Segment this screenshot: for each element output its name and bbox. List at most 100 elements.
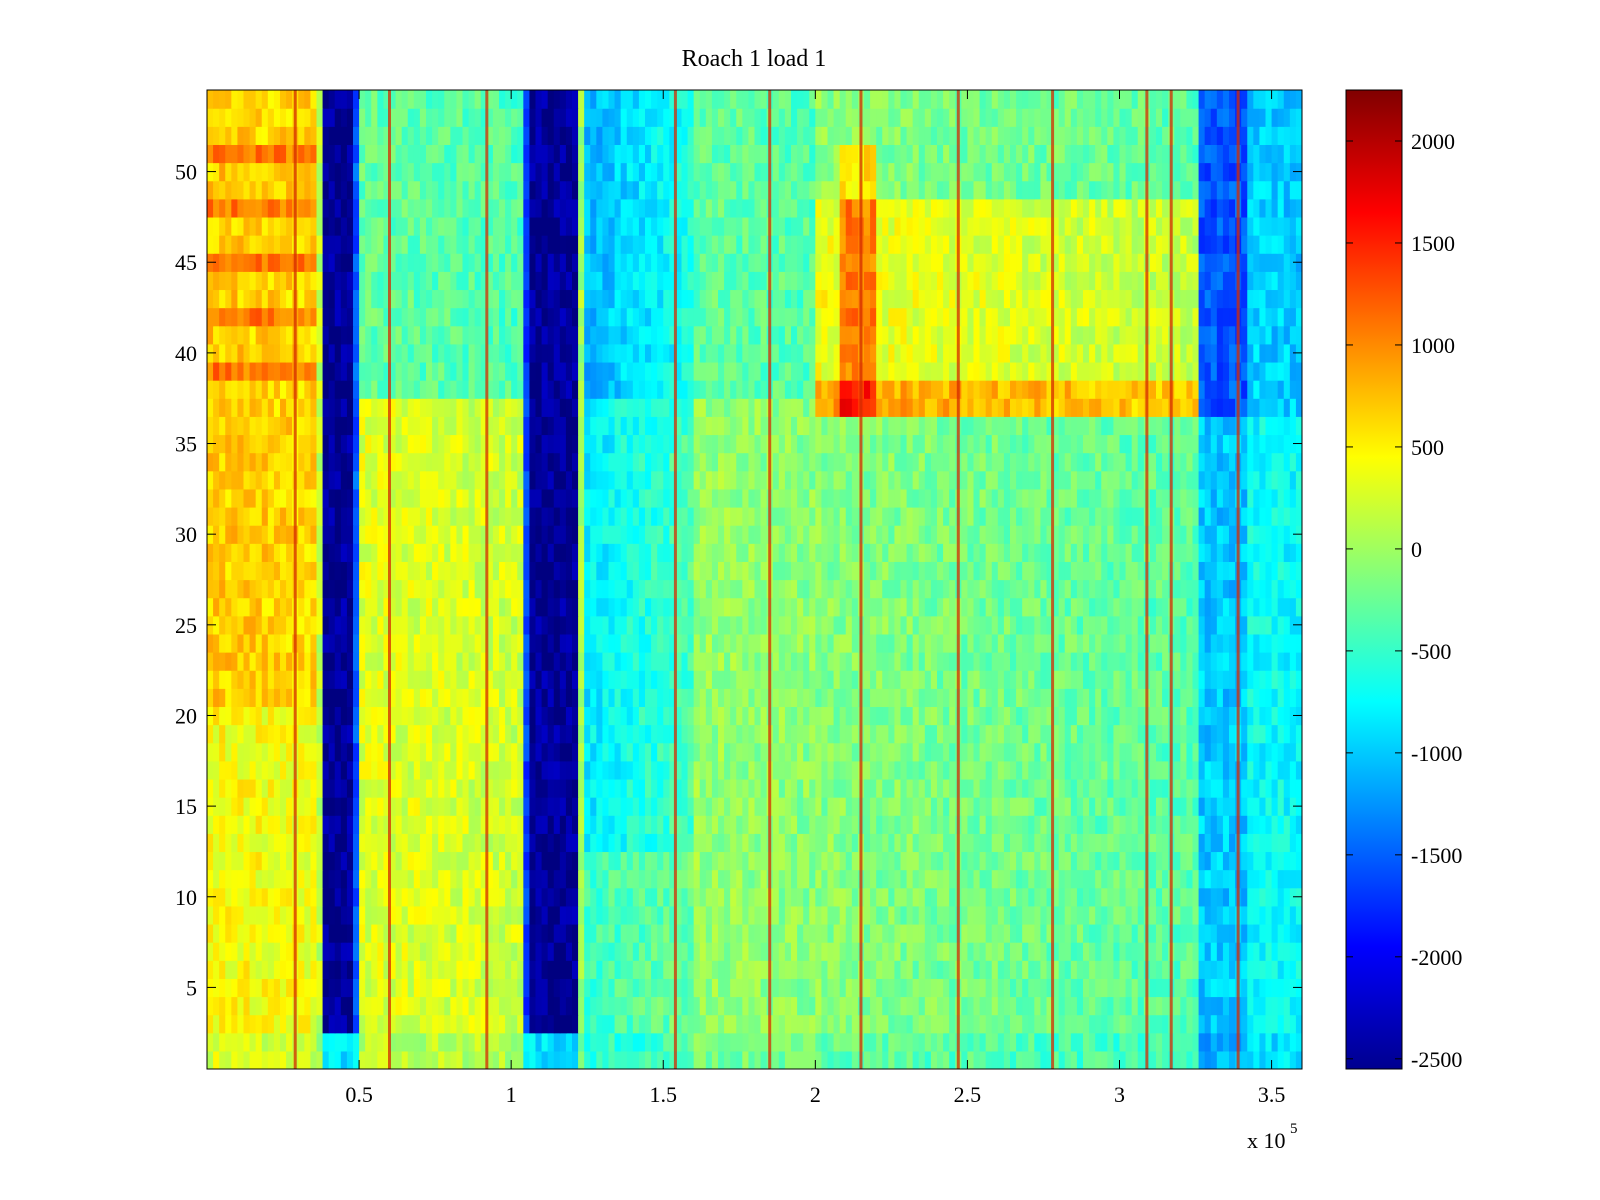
heatmap-cell <box>492 1050 500 1069</box>
heatmap-cell <box>535 760 543 780</box>
heatmap-cell <box>930 742 938 762</box>
heatmap-cell <box>626 942 634 961</box>
heatmap-cell <box>1113 942 1121 961</box>
heatmap-cell <box>1271 923 1279 943</box>
heatmap-cell <box>754 778 762 798</box>
heatmap-cell <box>273 778 281 798</box>
heatmap-cell <box>572 851 579 871</box>
heatmap-cell <box>997 1032 1005 1052</box>
heatmap-cell <box>657 597 664 617</box>
heatmap-cell <box>213 1050 220 1069</box>
heatmap-cell <box>432 670 439 689</box>
heatmap-cell <box>815 851 823 871</box>
heatmap-cell <box>1277 833 1285 853</box>
heatmap-cell <box>219 688 226 708</box>
heatmap-cell <box>1034 724 1042 744</box>
heatmap-cell <box>669 724 677 744</box>
heatmap-cell <box>486 778 494 798</box>
heatmap-cell <box>590 869 597 889</box>
heatmap-cell <box>973 1032 981 1052</box>
heatmap-cell <box>1107 652 1115 671</box>
heatmap-cell <box>359 778 366 798</box>
heatmap-cell <box>1277 797 1285 816</box>
heatmap-cell <box>304 942 312 961</box>
heatmap-cell <box>724 797 731 816</box>
heatmap-cell <box>1174 670 1181 689</box>
heatmap-cell <box>675 561 683 581</box>
heatmap-cell <box>419 579 427 599</box>
heatmap-cell <box>1156 996 1163 1016</box>
heatmap-cell <box>797 960 804 979</box>
heatmap-cell <box>754 615 762 635</box>
heatmap-cell <box>705 760 713 780</box>
heatmap-cell <box>918 724 926 744</box>
heatmap-cell <box>334 1050 342 1069</box>
heatmap-cell <box>572 887 579 907</box>
heatmap-cell <box>882 615 889 635</box>
heatmap-cell <box>693 905 701 925</box>
heatmap-cell <box>456 960 464 979</box>
heatmap-cell <box>529 706 537 726</box>
heatmap-cell <box>638 869 646 889</box>
heatmap-cell <box>383 905 391 925</box>
heatmap-cell <box>900 742 908 762</box>
heatmap-cell <box>1028 887 1035 907</box>
heatmap-cell <box>937 688 944 708</box>
heatmap-cell <box>377 760 385 780</box>
heatmap-cell <box>590 1014 597 1034</box>
heatmap-cell <box>1229 978 1236 998</box>
heatmap-cell <box>310 742 318 762</box>
heatmap-cell <box>480 797 488 816</box>
heatmap-cell <box>590 815 597 834</box>
heatmap-cell <box>833 851 841 871</box>
heatmap-cell <box>614 579 622 599</box>
heatmap-cell <box>1241 978 1248 998</box>
heatmap-cell <box>1198 652 1206 671</box>
heatmap-cell <box>1174 688 1181 708</box>
heatmap-cell <box>243 833 251 853</box>
heatmap-cell <box>596 960 604 979</box>
heatmap-cell <box>815 633 823 653</box>
heatmap-cell <box>748 815 756 834</box>
heatmap-cell <box>985 1014 993 1034</box>
heatmap-cell <box>742 869 750 889</box>
heatmap-cell <box>1064 1032 1072 1052</box>
heatmap-cell <box>724 760 731 780</box>
heatmap-cell <box>529 996 537 1016</box>
heatmap-cell <box>687 724 695 744</box>
heatmap-cell <box>505 1050 512 1069</box>
heatmap-cell <box>784 851 792 871</box>
heatmap-cell <box>1119 978 1127 998</box>
heatmap-cell <box>1016 1032 1023 1052</box>
heatmap-cell <box>809 615 816 635</box>
heatmap-cell <box>426 724 433 744</box>
heatmap-cell <box>839 978 847 998</box>
heatmap-cell <box>377 960 385 979</box>
heatmap-cell <box>754 579 762 599</box>
heatmap-cell <box>505 905 512 925</box>
heatmap-cell <box>346 688 354 708</box>
heatmap-cell <box>681 561 689 581</box>
heatmap-cell <box>833 760 841 780</box>
heatmap-cell <box>377 597 385 617</box>
heatmap-cell <box>499 833 506 853</box>
heatmap-cell <box>711 652 719 671</box>
heatmap-cell <box>638 1014 646 1034</box>
heatmap-cell <box>681 760 689 780</box>
heatmap-cell <box>760 960 768 979</box>
heatmap-cell <box>1076 978 1084 998</box>
heatmap-cell <box>255 905 263 925</box>
heatmap-cell <box>1241 706 1248 726</box>
heatmap-cell <box>882 960 889 979</box>
heatmap-cell <box>413 706 421 726</box>
heatmap-cell <box>730 1014 737 1034</box>
heatmap-cell <box>973 942 981 961</box>
heatmap-cell <box>280 597 287 617</box>
heatmap-cell <box>730 978 737 998</box>
heatmap-cell <box>225 688 232 708</box>
heatmap-cell <box>1089 778 1096 798</box>
heatmap-cell <box>353 815 360 834</box>
heatmap-cell <box>724 1032 731 1052</box>
heatmap-cell <box>480 742 488 762</box>
heatmap-cell <box>791 869 798 889</box>
